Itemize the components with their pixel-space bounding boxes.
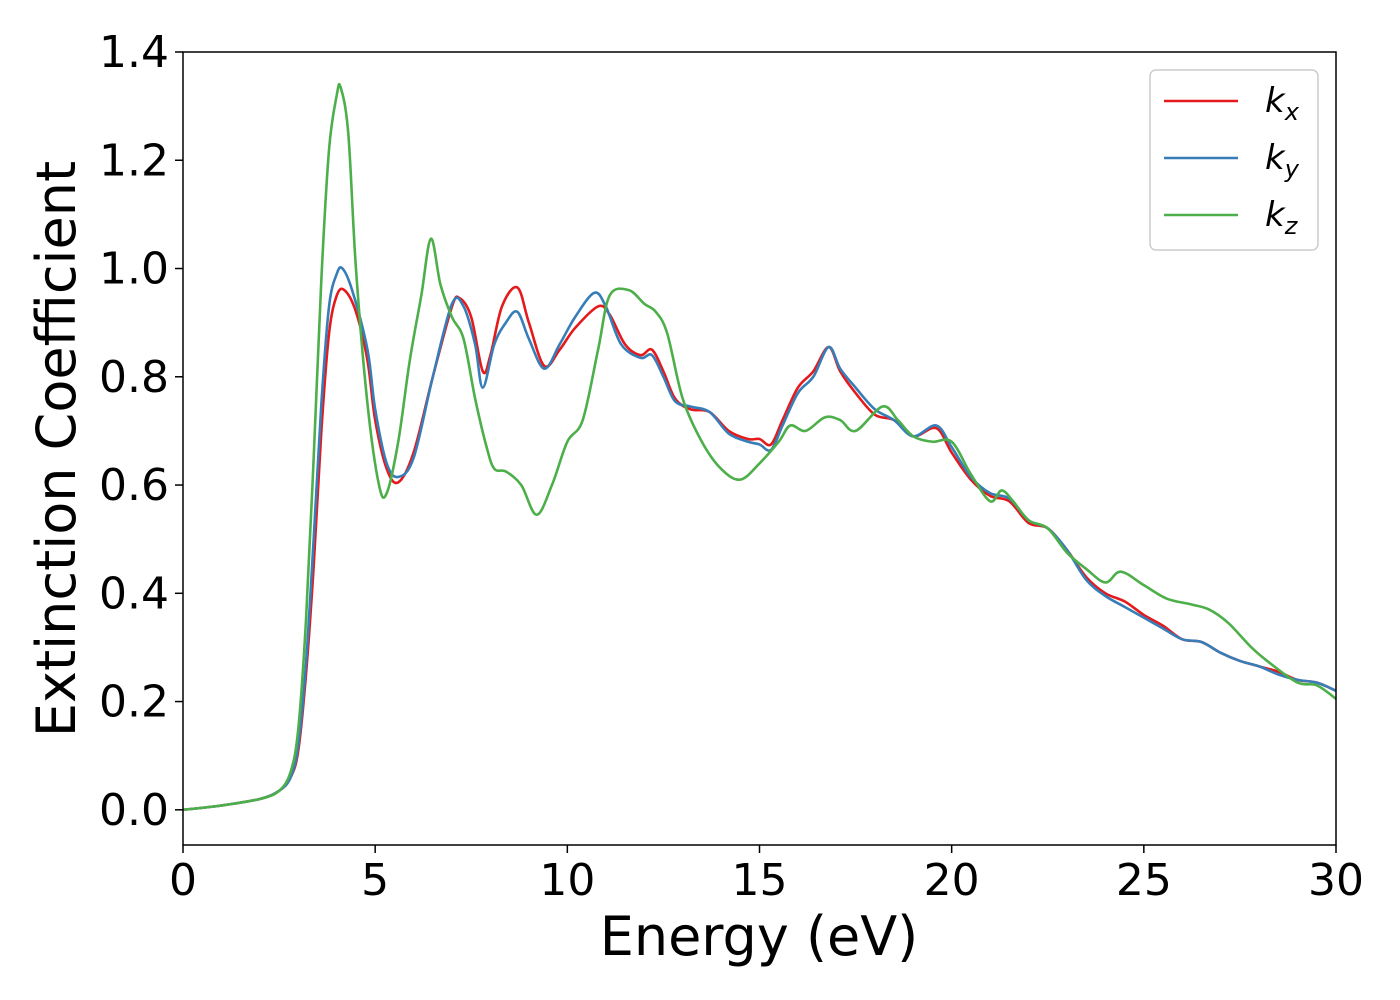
y-tick-label: 0.4 bbox=[99, 568, 169, 619]
x-tick-label: 25 bbox=[1116, 855, 1172, 906]
tick-layer: 0 5 10 15 20 25 30 0.0 0.2 0.4 0.6 0.8 1.0 1.2 1.4 bbox=[99, 27, 1364, 906]
series-line-ky bbox=[183, 266, 1336, 812]
x-tick-label: 10 bbox=[539, 855, 595, 906]
x-tick-label: 5 bbox=[361, 855, 389, 906]
y-tick-label: 1.4 bbox=[99, 27, 169, 78]
y-tick-label: 1.0 bbox=[99, 244, 169, 295]
y-tick-label: 0.2 bbox=[99, 677, 169, 728]
y-tick-label: 0.8 bbox=[99, 352, 169, 403]
x-tick-label: 20 bbox=[924, 855, 980, 906]
x-axis-label: Energy (eV) bbox=[600, 905, 919, 968]
series-layer bbox=[183, 82, 1336, 812]
y-tick-label: 1.2 bbox=[99, 135, 169, 186]
series-line-kx bbox=[183, 285, 1336, 812]
series-line-kz bbox=[183, 82, 1336, 812]
y-axis-label: Extinction Coefficient bbox=[25, 161, 88, 737]
x-tick-label: 30 bbox=[1308, 855, 1364, 906]
y-tick-label: 0.6 bbox=[99, 460, 169, 511]
x-tick-label: 0 bbox=[169, 855, 197, 906]
x-tick-label: 15 bbox=[732, 855, 788, 906]
legend-box bbox=[1149, 69, 1319, 251]
y-tick-label: 0.0 bbox=[99, 785, 169, 836]
